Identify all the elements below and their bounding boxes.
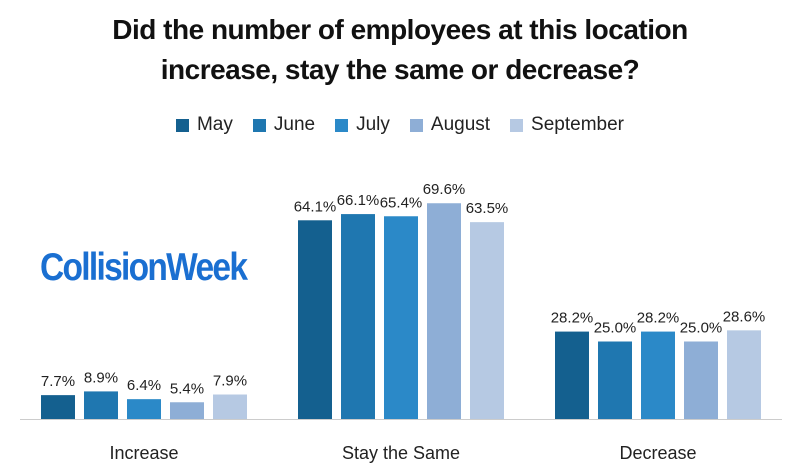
bar-decrease-july [641,331,675,419]
legend-item-september: September [510,114,624,136]
bar-decrease-september [727,330,761,419]
data-label: 6.4% [127,377,161,394]
collisionweek-logo: CollisionWeek [40,246,248,289]
data-label: 8.9% [84,369,118,386]
bar-increase-september [213,394,247,419]
legend-item-august: August [409,114,491,136]
legend-label: September [531,114,624,135]
category-label: Stay the Same [342,443,460,463]
legend-swatch [335,118,349,132]
data-label: 7.9% [213,373,247,390]
legend-item-july: July [335,114,390,136]
legend-swatch [510,118,524,132]
legend-label: August [430,114,491,135]
data-label: 5.4% [170,380,204,397]
data-label: 63.5% [466,200,509,217]
bar-stay-the-same-june [341,214,375,419]
legend-item-may: May [175,114,233,136]
data-label: 28.6% [723,308,766,325]
category-label: Decrease [619,443,696,463]
data-label: 25.0% [680,320,723,337]
data-label: 64.1% [294,198,337,215]
bar-increase-june [84,391,118,419]
legend-label: July [356,114,390,135]
data-label: 28.2% [551,310,594,327]
data-label: 7.7% [41,373,75,390]
bar-decrease-june [598,341,632,419]
bar-stay-the-same-july [384,216,418,419]
bar-decrease-august [684,341,718,419]
category-label: Increase [109,443,178,463]
legend-item-june: June [252,114,316,136]
bar-stay-the-same-may [298,220,332,419]
legend-swatch [252,118,266,132]
data-label: 25.0% [594,320,637,337]
chart-title: Did the number of employees at this loca… [0,10,800,90]
legend-swatch [409,118,423,132]
bar-increase-august [170,402,204,419]
bar-increase-may [41,395,75,419]
bar-stay-the-same-august [427,203,461,419]
bar-stay-the-same-september [470,222,504,419]
legend-label: May [196,114,233,135]
chart-title-line-1: Did the number of employees at this loca… [112,14,688,45]
legend: May June July August September [0,114,800,136]
data-label: 65.4% [380,194,423,211]
bar-increase-july [127,399,161,419]
data-label: 69.6% [423,181,466,198]
chart-title-line-2: increase, stay the same or decrease? [160,54,640,85]
data-label: 66.1% [337,192,380,209]
bar-decrease-may [555,331,589,419]
data-label: 28.2% [637,310,680,327]
legend-label: June [273,114,316,135]
legend-swatch [175,118,189,132]
